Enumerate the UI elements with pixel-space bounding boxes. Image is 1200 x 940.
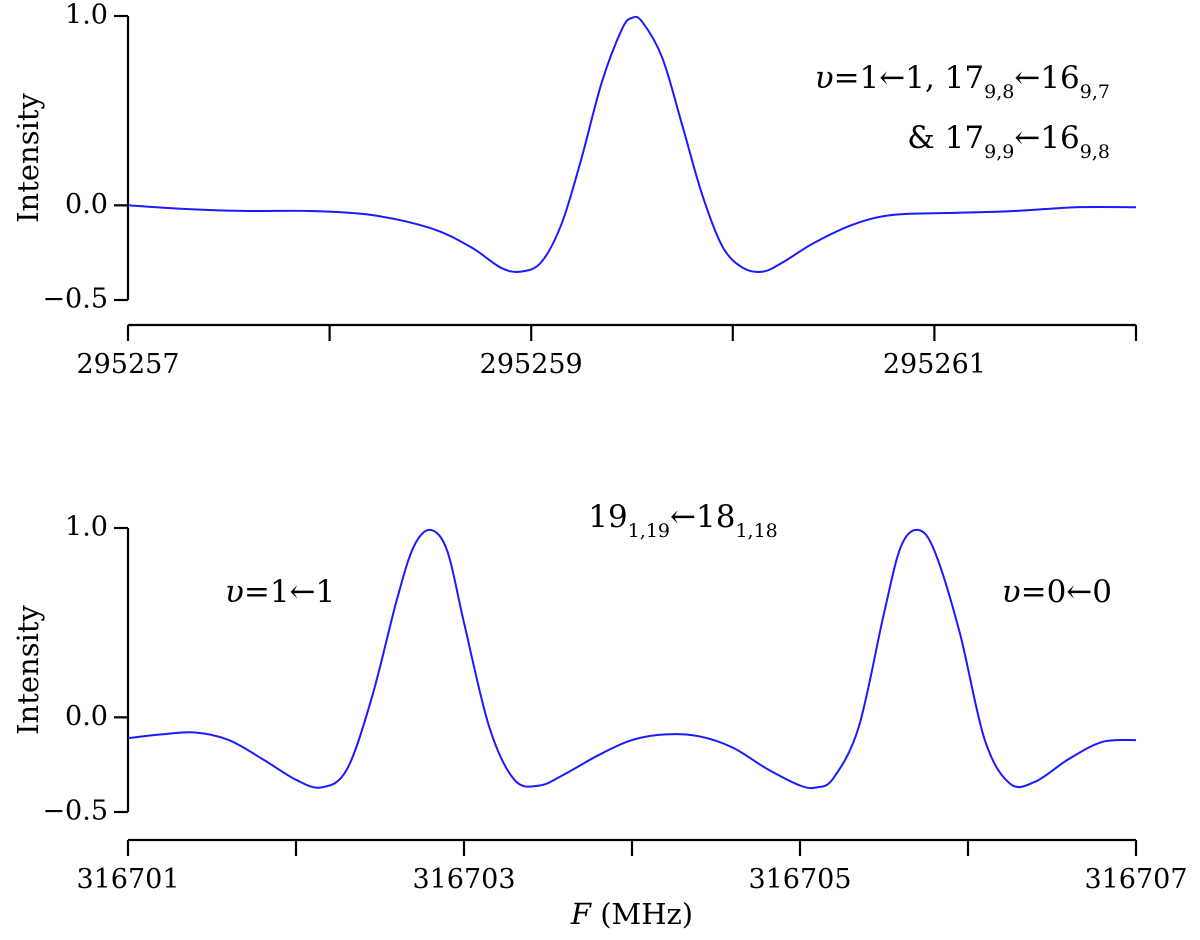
bottom-annotation-center: 191,19←181,18 xyxy=(588,499,778,542)
top-series-line xyxy=(127,15,1137,273)
bottom-y-tick-label: 1.0 xyxy=(65,512,108,543)
top-x-tick-label: 295257 xyxy=(76,349,179,380)
bottom-x-tick-label: 316707 xyxy=(1084,864,1187,895)
top-y-tick-label: 0.0 xyxy=(65,189,108,220)
bottom-y-tick-label: −0.5 xyxy=(42,796,108,827)
bottom-annotation-right: υ=0←0 xyxy=(1002,574,1112,610)
bottom-y-axis-label: Intensity xyxy=(11,604,45,734)
top-x-tick-label: 295261 xyxy=(883,349,986,380)
top-panel: 1.00.0−0.5 295257 295259 295261 Intensity … xyxy=(11,0,1138,380)
bottom-x-axis-label: F (MHz) xyxy=(570,897,693,931)
bottom-y-tick-label: 0.0 xyxy=(65,701,108,732)
bottom-x-tick-label: 316701 xyxy=(76,864,179,895)
top-x-tick-label: 295259 xyxy=(480,349,583,380)
top-y-axis-label: Intensity xyxy=(11,92,45,222)
bottom-x-tick-label: 316705 xyxy=(748,864,851,895)
top-y-tick-label: 1.0 xyxy=(65,0,108,31)
bottom-annotation-left: υ=1←1 xyxy=(225,574,335,610)
bottom-panel: 1.0 0.0 −0.5 316701 316703 316705 316707 Inte… xyxy=(11,499,1188,931)
top-annotation-line2: & 179,9←169,8 xyxy=(907,120,1110,163)
top-annotation-line1: υ=1←1, 179,8←169,7 xyxy=(815,60,1110,103)
top-y-tick-label: −0.5 xyxy=(42,284,108,315)
bottom-series-line xyxy=(127,528,1137,790)
bottom-x-tick-label: 316703 xyxy=(412,864,515,895)
